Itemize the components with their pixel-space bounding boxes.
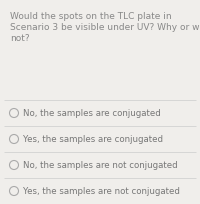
Text: Yes, the samples are conjugated: Yes, the samples are conjugated [23,134,163,143]
Circle shape [10,134,18,143]
Circle shape [10,109,18,118]
Text: No, the samples are conjugated: No, the samples are conjugated [23,109,161,118]
Circle shape [10,186,18,195]
Text: not?: not? [10,34,30,43]
Text: Scenario 3 be visible under UV? Why or why: Scenario 3 be visible under UV? Why or w… [10,23,200,32]
Text: No, the samples are not conjugated: No, the samples are not conjugated [23,161,178,170]
Text: Yes, the samples are not conjugated: Yes, the samples are not conjugated [23,186,180,195]
Circle shape [10,161,18,170]
Text: Would the spots on the TLC plate in: Would the spots on the TLC plate in [10,12,172,21]
